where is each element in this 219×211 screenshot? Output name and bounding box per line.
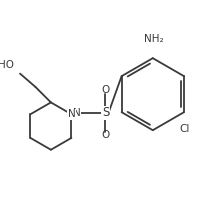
Text: N: N <box>73 108 81 118</box>
Text: NH₂: NH₂ <box>144 34 164 44</box>
Text: N: N <box>67 109 75 119</box>
Text: HO: HO <box>0 60 14 70</box>
Text: O: O <box>101 130 110 140</box>
Text: S: S <box>102 106 109 119</box>
Text: Cl: Cl <box>180 123 190 134</box>
Text: O: O <box>101 85 110 95</box>
